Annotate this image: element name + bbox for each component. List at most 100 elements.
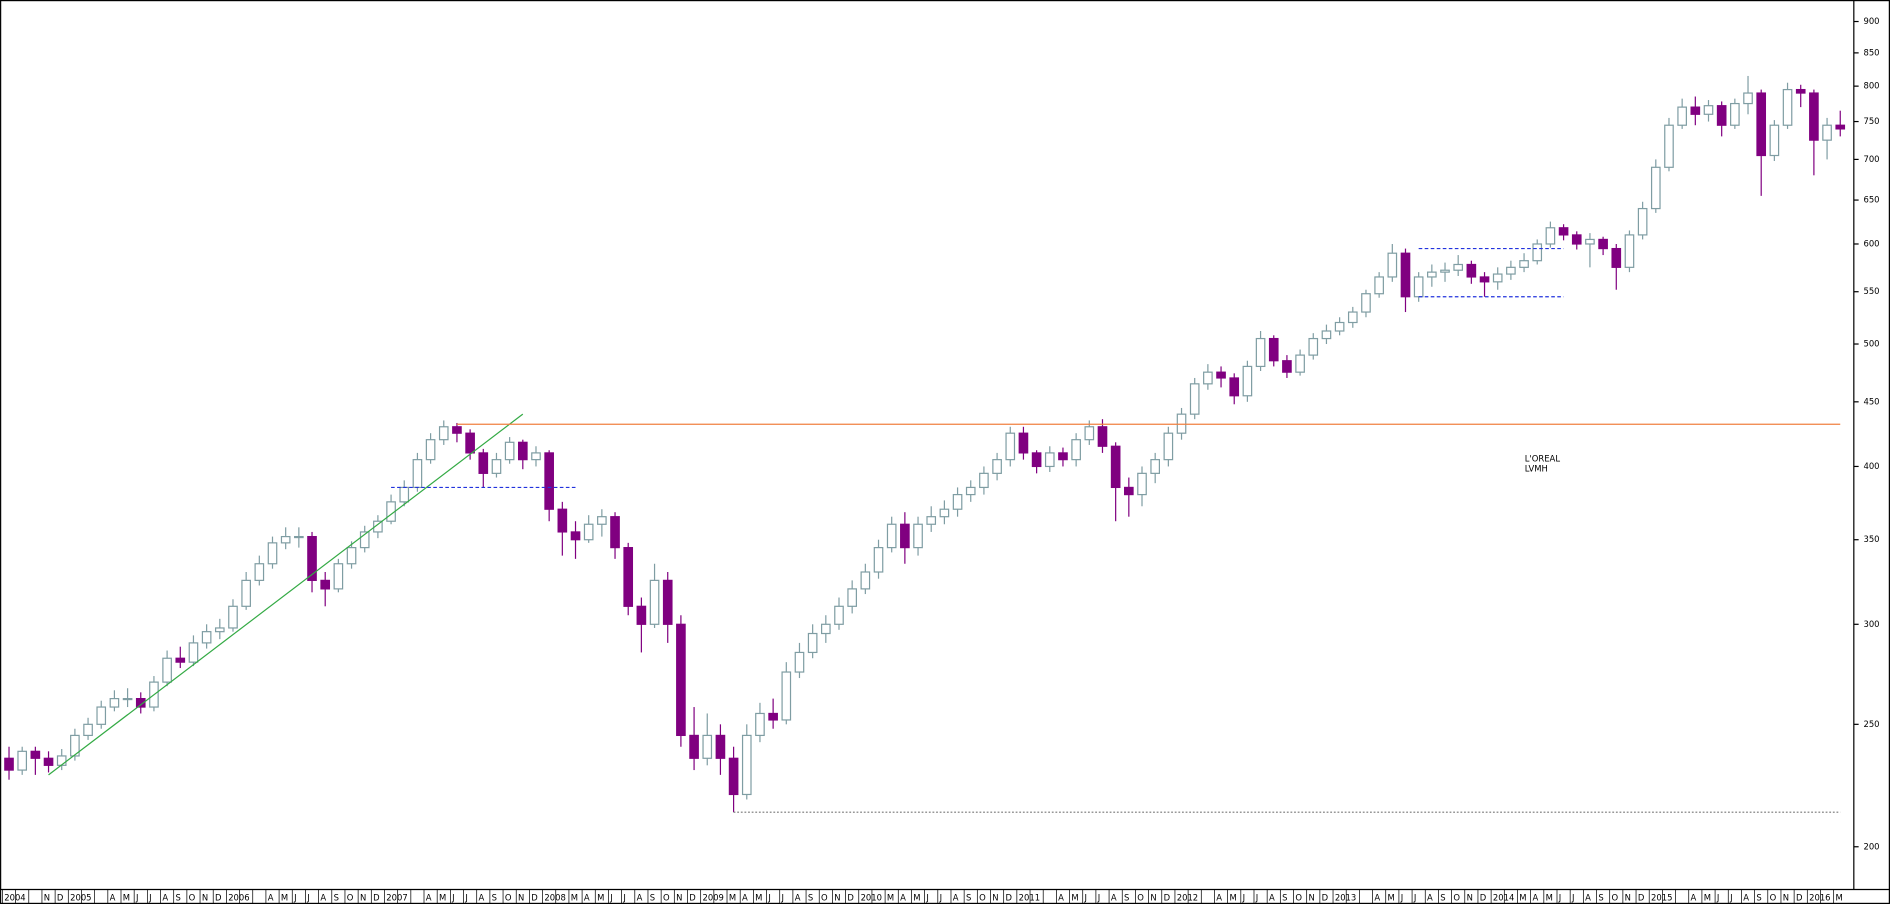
y-tick-label: 550 [1863,286,1879,296]
x-tick-label: A [1743,892,1749,902]
x-tick-label: O [189,892,196,902]
x-tick-label: S [650,892,655,902]
candle-body [1519,260,1529,268]
candle-body [399,486,410,503]
x-tick-label: 2015 [1651,892,1672,902]
x-tick-label: S [492,892,497,902]
candle-body [1413,276,1424,298]
candle-body [1730,102,1740,126]
x-tick-label: A [1374,892,1380,902]
x-tick-label: A [1691,892,1697,902]
x-tick-label: 2012 [1177,892,1198,902]
candle-body [465,432,475,454]
candle-body [267,542,278,565]
x-tick-label: M [1519,892,1526,902]
candle-body [926,516,937,525]
x-tick-label: M [1546,892,1553,902]
y-tick-label: 750 [1863,116,1879,126]
candle-body [1492,273,1503,283]
x-tick-label: M [913,892,920,902]
candle-body [821,623,831,635]
title-line: L'OREAL [1525,454,1561,464]
candle-body [1743,92,1753,105]
x-tick-label: A [1532,892,1538,902]
x-tick-label: A [1269,892,1275,902]
candle-body [517,441,528,461]
candle-body [1216,371,1226,379]
x-tick-label: O [663,892,670,902]
candle-body [979,472,989,489]
x-tick-label: N [1467,892,1473,902]
candle-body [557,508,568,533]
candle-body [768,712,778,721]
candle-body [1031,452,1042,468]
x-tick-label: J [1084,892,1087,902]
candle-body [1756,92,1767,157]
candle-body [570,531,581,541]
x-tick-label: A [637,892,643,902]
candle-body [1506,266,1516,275]
candle-body [491,459,502,474]
candle-body [109,698,120,708]
candle-body [1058,452,1068,461]
x-tick-label: D [57,892,64,902]
x-tick-label: A [320,892,326,902]
x-tick-label: S [1440,892,1445,902]
x-tick-label: S [966,892,971,902]
x-tick-label: M [571,892,578,902]
y-tick-label: 350 [1863,534,1879,544]
y-tick-label: 600 [1863,238,1879,248]
x-tick-label: A [1058,892,1064,902]
candle-body [1321,330,1332,340]
candle-body [346,547,357,565]
x-tick-label: M [123,892,130,902]
candle-body [610,516,620,549]
candle-body [1637,207,1648,236]
x-tick-label: 2016 [1809,892,1830,902]
x-tick-label: J [939,892,942,902]
x-tick-label: N [360,892,366,902]
x-tick-label: N [992,892,998,902]
y-tick-label: 400 [1863,461,1879,471]
candle-body [992,459,1002,474]
x-tick-label: N [44,892,50,902]
x-tick-label: J [609,892,612,902]
candle-body [1835,124,1846,130]
candle-body [649,579,660,625]
x-tick-label: M [281,892,288,902]
candle-body [1361,293,1371,313]
x-tick-label: S [334,892,339,902]
x-tick-label: A [1111,892,1117,902]
candle-body [122,698,133,701]
x-tick-label: A [742,892,748,902]
x-tick-label: J [1716,892,1719,902]
x-tick-label: S [1598,892,1603,902]
candle-body [728,757,739,796]
x-tick-label: D [531,892,538,902]
candle-body [702,734,713,759]
x-tick-label: M [887,892,894,902]
candle-body [83,723,93,737]
candle-body [333,563,344,590]
x-tick-label: S [1124,892,1129,902]
x-tick-label: J [293,892,296,902]
x-tick-label: A [900,892,906,902]
x-tick-label: A [1216,892,1222,902]
x-tick-label: N [1625,892,1631,902]
candle-body [1664,124,1674,168]
candle-body [1137,472,1147,496]
x-tick-label: M [1071,892,1078,902]
x-tick-label: A [110,892,116,902]
candle-body [1453,263,1464,271]
x-tick-label: 2009 [702,892,723,902]
x-tick-label: J [781,892,784,902]
x-tick-label: O [1453,892,1460,902]
candle-body [689,734,699,759]
candle-body [1545,227,1556,245]
x-tick-label: 2007 [386,892,407,902]
x-tick-label: N [1783,892,1789,902]
candle-body [1229,377,1240,397]
candle-body [781,671,792,721]
candle-body [1334,321,1345,332]
x-tick-label: J [1571,892,1574,902]
